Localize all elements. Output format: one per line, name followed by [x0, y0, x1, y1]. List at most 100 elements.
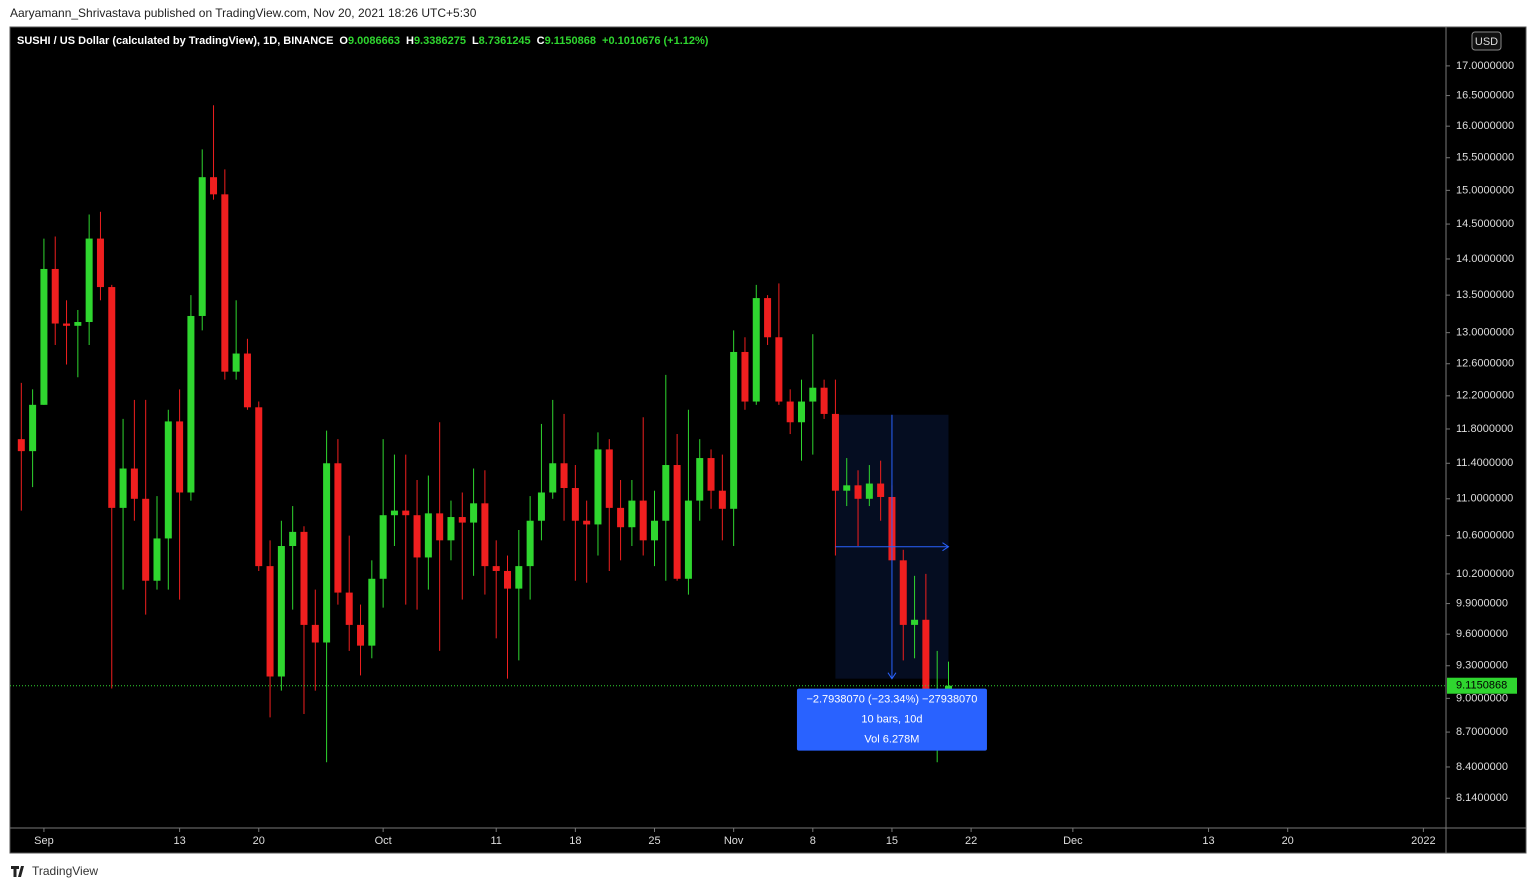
close-value: 9.1150868 [545, 35, 596, 47]
plot-area: −2.7938070 (−23.34%) −27938070 10 bars, 1… [10, 105, 1446, 763]
legend: SUSHI / US Dollar (calculated by Trading… [17, 35, 709, 47]
candle-body [243, 353, 251, 408]
y-tick-label: 9.3000000 [1456, 660, 1508, 672]
candle-body [504, 570, 512, 589]
y-tick-label: 10.2000000 [1456, 568, 1514, 580]
ohlc-label: O [339, 35, 348, 47]
candle-body [549, 463, 557, 493]
candle-body [492, 566, 500, 571]
candle-body [323, 463, 331, 643]
candle-body [481, 503, 489, 567]
y-tick-label: 15.0000000 [1456, 184, 1514, 196]
candle-body [820, 387, 828, 414]
change-value: +0.1010676 (+1.12%) [602, 35, 709, 47]
candle-body [730, 351, 738, 509]
y-tick-label: 12.2000000 [1456, 390, 1514, 402]
measure-label: −2.7938070 (−23.34%) −27938070 [806, 694, 977, 706]
candle-body [775, 337, 783, 402]
candle-body [96, 238, 104, 288]
brand-name: TradingView [32, 864, 98, 878]
candle-body [289, 531, 297, 547]
y-tick-label: 13.0000000 [1456, 327, 1514, 339]
candle-body [176, 421, 184, 493]
candle-body [797, 401, 805, 423]
candle-body [187, 315, 195, 493]
candle-body [741, 351, 749, 402]
low-value: 8.7361245 [479, 35, 531, 47]
x-tick-label: 15 [886, 835, 898, 847]
candle-body [684, 500, 692, 579]
x-tick-label: 11 [490, 835, 501, 847]
y-tick-label: 9.6000000 [1456, 628, 1508, 640]
y-tick-label: 13.5000000 [1456, 289, 1514, 301]
candle-body [571, 488, 579, 521]
candle-body [130, 468, 138, 499]
candle-body [277, 546, 285, 677]
y-tick-label: 16.5000000 [1456, 89, 1514, 101]
y-tick-label: 17.0000000 [1456, 60, 1514, 72]
y-tick-label: 9.9000000 [1456, 597, 1508, 609]
x-tick-label: Nov [724, 835, 744, 847]
candle-body [357, 624, 365, 646]
candle-body [108, 287, 116, 508]
x-tick-label: Oct [375, 835, 392, 847]
y-tick-label: 14.5000000 [1456, 218, 1514, 230]
measure-label-box [796, 688, 987, 751]
x-tick-label: 8 [810, 835, 816, 847]
candle-body [639, 500, 647, 541]
candle-body [662, 465, 670, 521]
candle-body [526, 520, 534, 567]
candle-body [537, 492, 545, 521]
candle-body [673, 465, 681, 579]
candle-body [142, 498, 150, 581]
candle-body [63, 323, 71, 326]
candle-body [436, 513, 444, 541]
symbol-title: SUSHI / US Dollar (calculated by Trading… [17, 35, 333, 47]
candle-body [255, 407, 263, 567]
candle-body [221, 194, 229, 372]
candle-body [583, 520, 591, 525]
candle-body [752, 298, 760, 402]
candle-body [831, 413, 839, 491]
candle-body [560, 463, 568, 489]
candle-body [865, 483, 873, 499]
x-tick-label: 20 [253, 835, 265, 847]
x-tick-label: Dec [1063, 835, 1083, 847]
candle-body [809, 387, 817, 402]
ohlc-label: H [406, 35, 414, 47]
candle-body [413, 515, 421, 558]
candle-body [628, 500, 636, 528]
price-label-box [1447, 677, 1517, 694]
candle-body [164, 421, 172, 539]
high-value: 9.3386275 [414, 35, 466, 47]
ohlc-label: C [537, 35, 545, 47]
candle-body [458, 517, 466, 523]
y-tick-label: 12.6000000 [1456, 358, 1514, 370]
candle-body [29, 404, 37, 452]
y-tick-label: 14.0000000 [1456, 253, 1514, 265]
currency-label[interactable]: USD [1475, 36, 1498, 48]
candle-body [617, 507, 625, 528]
candle-body [877, 483, 885, 497]
candle-body [153, 538, 161, 581]
candle-body [470, 503, 478, 523]
y-tick-label: 8.7000000 [1456, 726, 1508, 738]
candle-body [300, 531, 308, 625]
candle-body [40, 268, 48, 405]
x-tick-label: 13 [1202, 835, 1214, 847]
candle-body [85, 238, 93, 323]
candle-body [651, 520, 659, 541]
ohlc-label: L [472, 35, 479, 47]
currency-badge[interactable] [1471, 31, 1502, 51]
candle-body [696, 458, 704, 501]
candle-body [922, 619, 930, 704]
publish-header: Aaryamann_Shrivastava published on Tradi… [10, 6, 477, 20]
chart-background [9, 26, 1527, 854]
candle-body [17, 439, 25, 452]
candle-body [707, 458, 715, 491]
x-tick-label: 22 [965, 835, 977, 847]
candle-body [379, 515, 387, 579]
y-tick-label: 8.1400000 [1456, 792, 1508, 804]
